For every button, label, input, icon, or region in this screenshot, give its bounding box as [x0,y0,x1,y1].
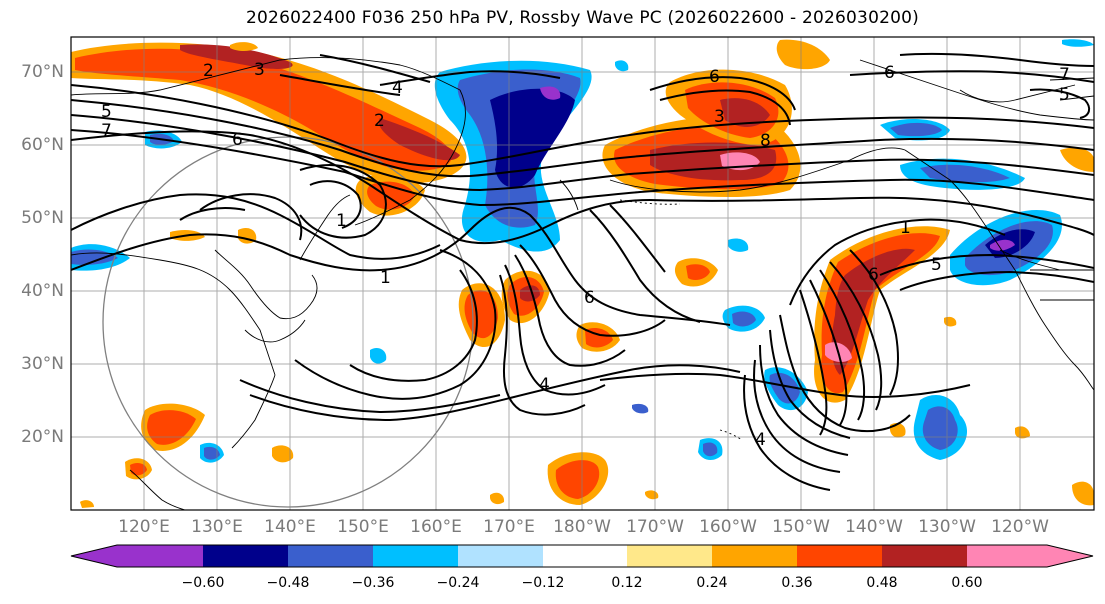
lon-label: 140°E [264,517,316,537]
chart-title: 2026022400 F036 250 hPa PV, Rossby Wave … [246,8,919,28]
contour-label: 8 [760,131,771,151]
lat-label: 30°N [21,354,64,374]
contour-label: 6 [232,130,243,150]
colorbar-segment [117,545,203,567]
contour-label: 7 [101,121,112,141]
colorbar-tick-label: 0.12 [611,575,643,591]
colorbar-tick-label: −0.36 [351,575,395,591]
lon-label: 150°W [772,517,830,537]
contour-label: 6 [709,67,720,87]
lat-label: 40°N [21,281,64,301]
contour-label: 1 [380,268,391,288]
lon-label: 170°E [483,517,535,537]
colorbar-segment [373,545,458,567]
lon-label: 160°E [410,517,462,537]
contour-label: 1 [336,211,347,231]
contour-label: 4 [539,375,550,395]
colorbar-tick-label: −0.12 [521,575,565,591]
colorbar-extend-right [1047,545,1093,567]
contour-label: 4 [392,78,403,98]
colorbar-segment [543,545,627,567]
colorbar-tick-label: −0.24 [436,575,480,591]
contour-label: 2 [374,111,385,131]
contour-label: 5 [1059,85,1070,105]
lat-label: 60°N [21,135,64,155]
lon-label: 150°E [337,517,389,537]
colorbar-segment [712,545,797,567]
pv-contours [71,52,1094,491]
lat-label: 70°N [21,62,64,82]
contour-label: 3 [254,60,265,80]
colorbar-tick-label: 0.24 [696,575,728,591]
colorbar-segment [458,545,543,567]
contour-label: 6 [868,265,879,285]
colorbar-extend-left [71,545,117,567]
lat-label: 50°N [21,208,64,228]
contour-label: 3 [714,107,725,127]
colorbar-tick-label: 0.36 [781,575,813,591]
contour-label: 6 [884,63,895,83]
colorbar-tick-label: 0.48 [866,575,898,591]
colorbar-segment [797,545,882,567]
lon-label: 120°E [118,517,170,537]
colorbar-tick-label: 0.60 [951,575,983,591]
contour-label: 1 [900,218,911,238]
contour-labels: 2 3 4 5 7 6 2 1 1 4 3 6 8 6 7 1 6 5 5 4 … [101,60,1070,450]
lon-label: 160°W [699,517,757,537]
lon-label: 130°E [191,517,243,537]
lon-label: 140°W [845,517,903,537]
colorbar-tick-label: −0.60 [181,575,225,591]
colorbar-segment [627,545,712,567]
colorbar-segment [288,545,373,567]
contour-label: 4 [755,430,766,450]
map-frame [70,36,1095,511]
colorbar-segment [967,545,1047,567]
contour-label: 6 [584,288,595,308]
colorbar-segment [203,545,288,567]
contour-label: 7 [1059,65,1070,85]
lon-label: 180°W [553,517,611,537]
contour-label: 5 [931,255,942,275]
lon-label: 120°W [991,517,1049,537]
lon-label: 130°W [918,517,976,537]
colorbar-tick-label: −0.48 [266,575,310,591]
lat-label: 20°N [21,427,64,447]
colorbar [70,544,1094,568]
colorbar-segment [882,545,967,567]
contour-label: 2 [203,61,214,81]
contour-label: 5 [101,102,112,122]
reference-circle [102,136,474,508]
lon-label: 170°W [626,517,684,537]
